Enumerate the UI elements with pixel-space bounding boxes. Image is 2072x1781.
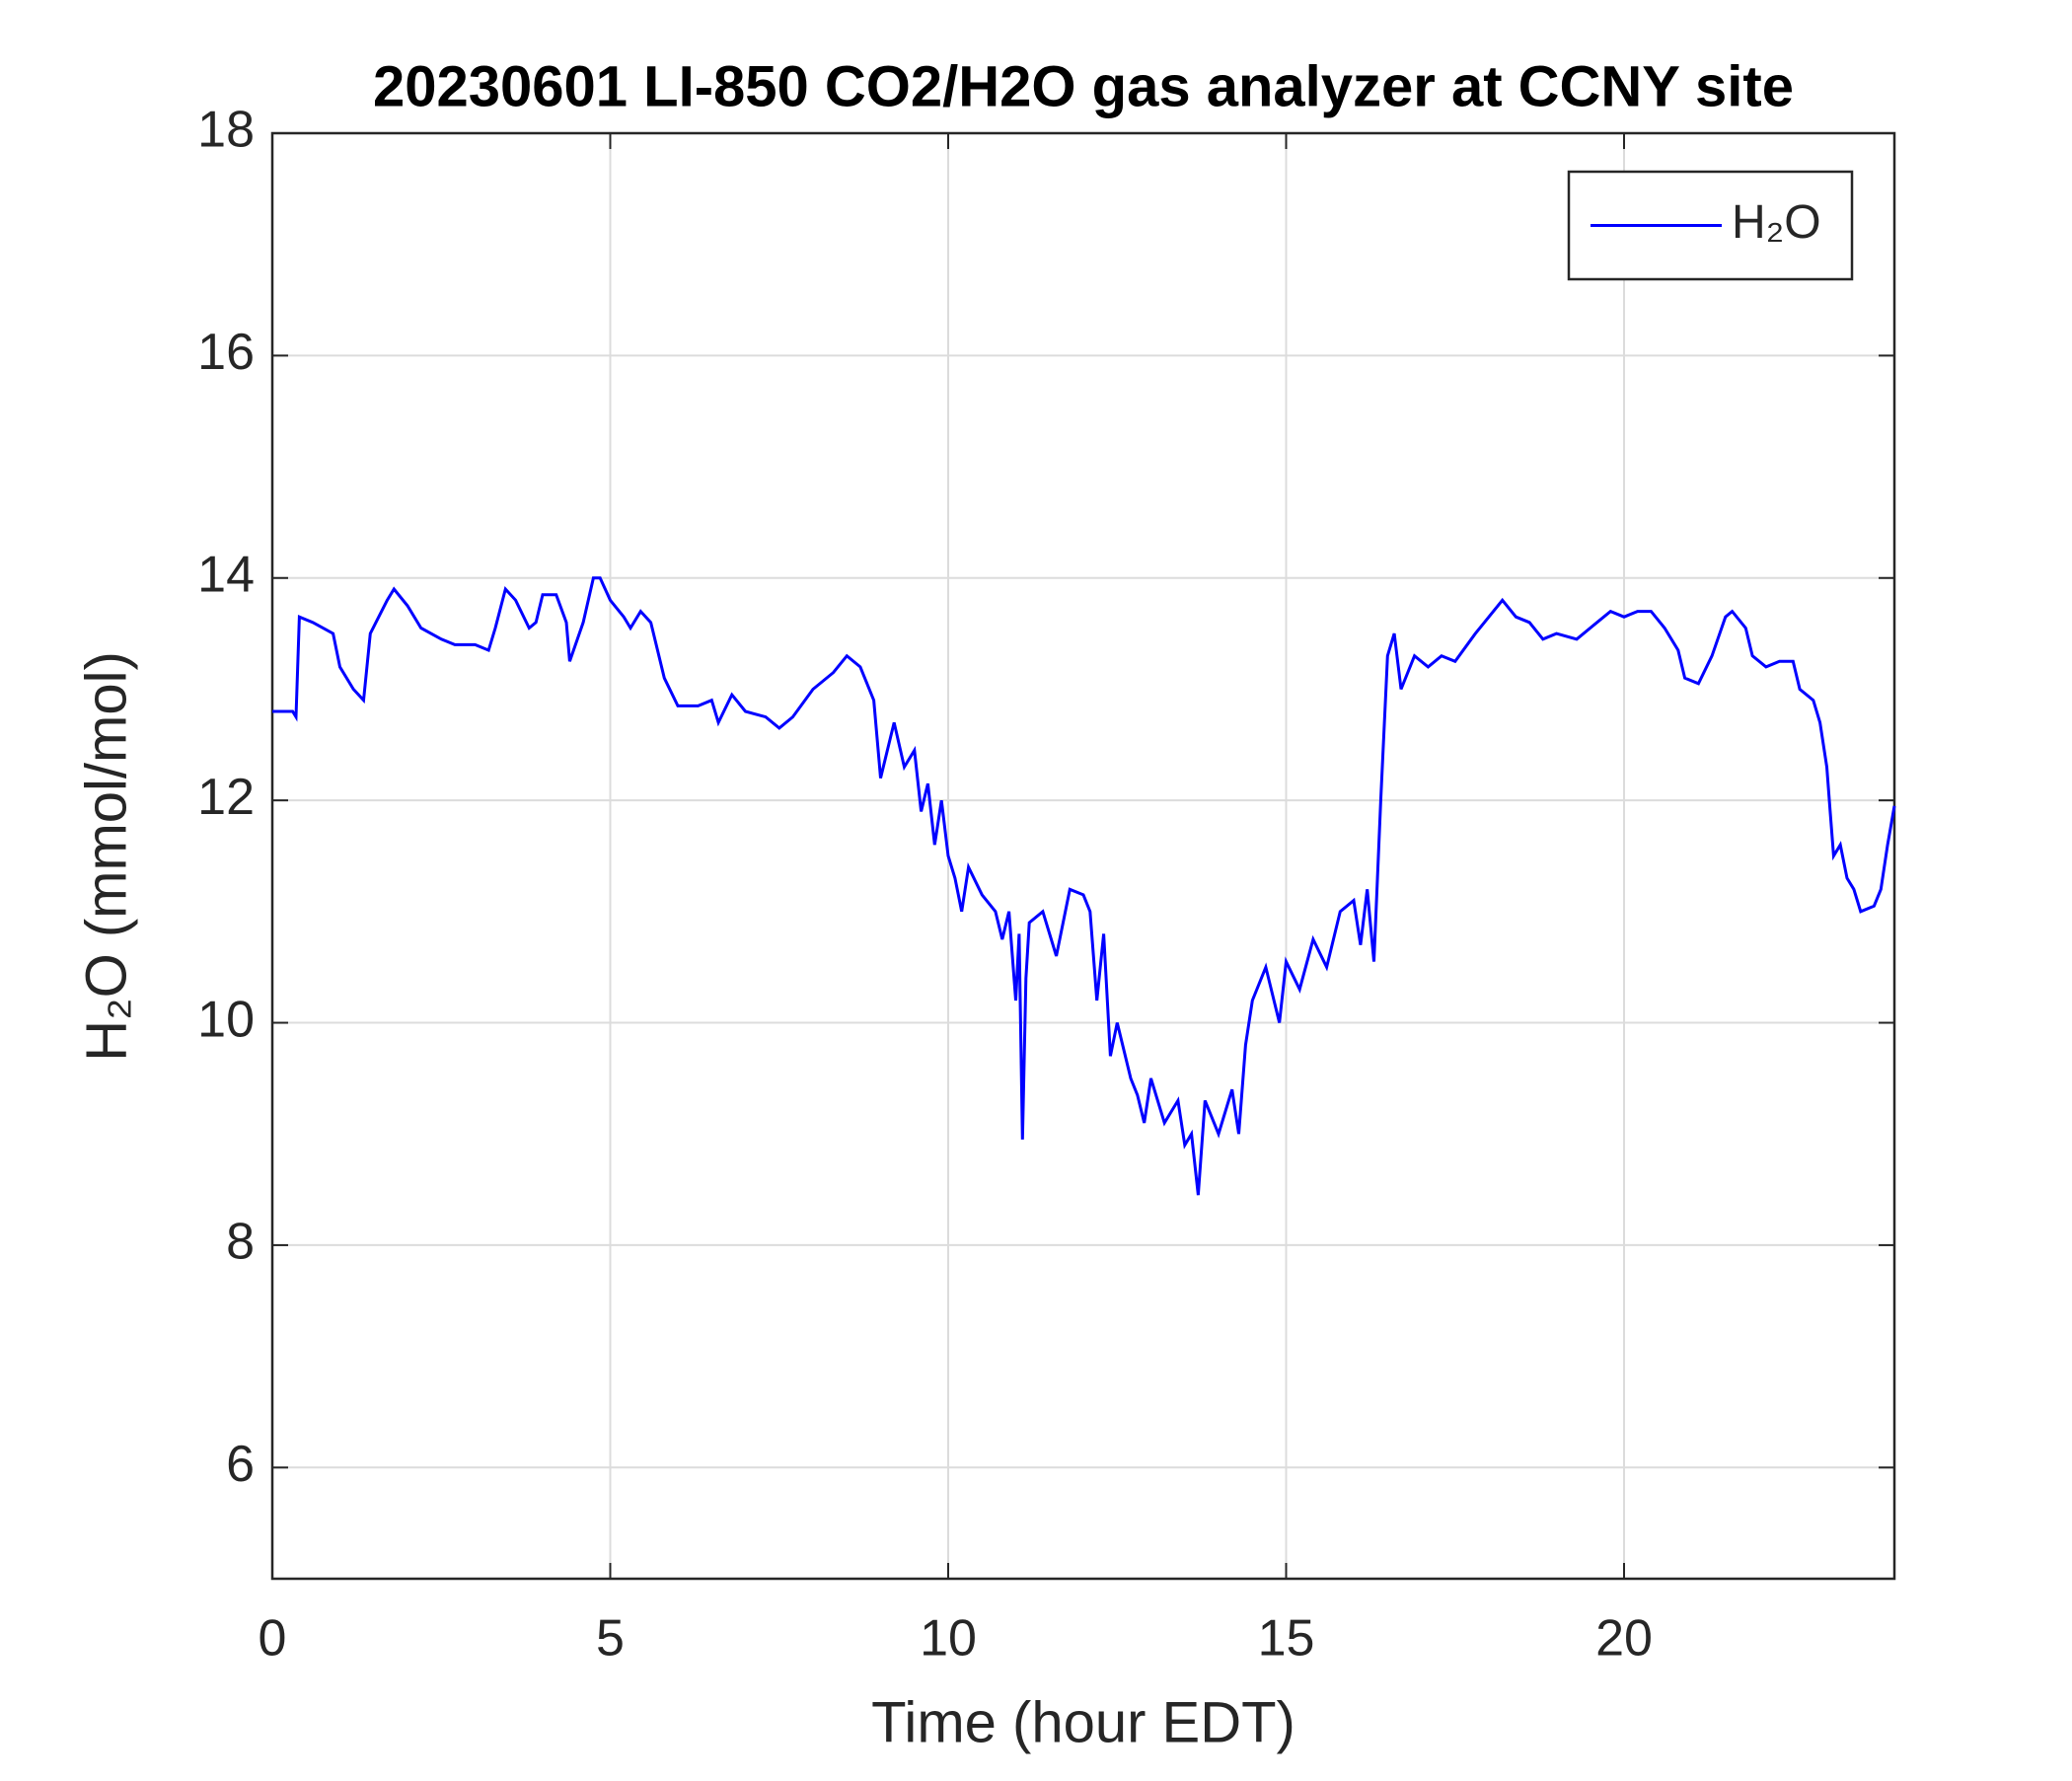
data-line: [272, 576, 1896, 1196]
legend-label: H₂O: [1732, 196, 1821, 249]
x-tick-label: 0: [259, 1610, 287, 1668]
plot-frame: [270, 131, 1896, 1581]
y-tick-label: 16: [197, 324, 255, 381]
chart-title: 20230601 LI-850 CO2/H2O gas analyzer at …: [373, 54, 1794, 118]
y-tick-label: 18: [197, 102, 255, 159]
x-tick-label: 20: [1595, 1610, 1653, 1668]
x-tick-label: 5: [596, 1610, 625, 1668]
y-tick-label: 12: [197, 769, 255, 826]
x-tick-label: 15: [1258, 1610, 1315, 1668]
y-tick-label: 10: [197, 991, 255, 1048]
y-tick-label: 6: [226, 1436, 255, 1493]
y-tick-label: 8: [226, 1214, 255, 1271]
x-tick-label: 10: [920, 1610, 977, 1668]
y-tick-label: 14: [197, 547, 255, 604]
y-axis-label: H₂O (mmol/mol): [74, 651, 138, 1062]
x-axis-label: Time (hour EDT): [871, 1690, 1295, 1754]
